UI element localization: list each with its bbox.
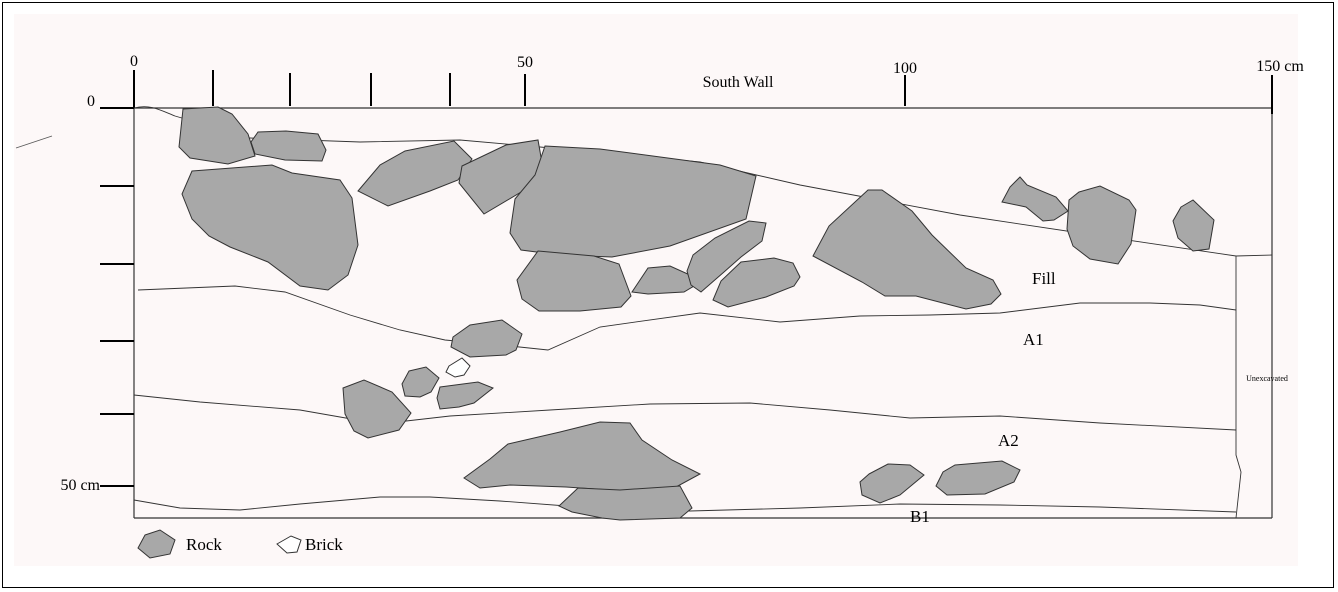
rock — [342, 379, 412, 439]
stray-mark — [15, 135, 53, 149]
rock — [181, 164, 359, 291]
brick — [445, 357, 471, 378]
fill-upper-boundary — [133, 106, 1273, 257]
rock — [509, 145, 757, 258]
top-scale-label-150: 150 cm — [1256, 58, 1304, 75]
legend-brick-symbol — [276, 535, 302, 554]
rock — [712, 257, 801, 308]
layer-label-fill: Fill — [1032, 269, 1056, 288]
legend-rock-symbol — [137, 529, 176, 559]
rock — [250, 130, 327, 162]
left-scale-label-0: 0 — [87, 93, 95, 110]
unexcavated-label: Unexcavated — [1246, 374, 1288, 383]
left-scale-label-50: 50 cm — [60, 477, 100, 494]
rock — [558, 485, 693, 521]
rock — [686, 220, 767, 293]
rock — [516, 250, 632, 312]
rock — [812, 189, 1002, 310]
top-scale-label-100: 100 — [893, 60, 917, 77]
a1-a2-boundary — [133, 394, 1237, 431]
layer-label-b1: B1 — [910, 507, 930, 526]
rock — [450, 319, 523, 358]
legend-rock-label: Rock — [186, 535, 222, 554]
rock — [357, 140, 473, 207]
rock — [401, 366, 440, 398]
top-scale-label-0: 0 — [130, 53, 138, 70]
rock — [935, 460, 1021, 496]
layer-label-a2: A2 — [998, 431, 1019, 450]
legend: Rock Brick — [137, 529, 343, 559]
rock — [859, 463, 925, 504]
rock — [436, 381, 494, 410]
fill-a1-boundary — [137, 285, 1237, 351]
wall-title: South Wall — [703, 74, 774, 91]
rock — [178, 106, 256, 165]
rock — [1001, 176, 1069, 222]
rock — [1172, 199, 1215, 252]
layer-label-a1: A1 — [1023, 330, 1044, 349]
rock — [631, 265, 695, 295]
unexcavated-boundary — [1235, 256, 1242, 519]
rock — [1066, 185, 1137, 265]
top-scale-label-50: 50 — [517, 54, 533, 71]
a2-b1-boundary — [133, 496, 1237, 513]
legend-brick-label: Brick — [305, 535, 343, 554]
